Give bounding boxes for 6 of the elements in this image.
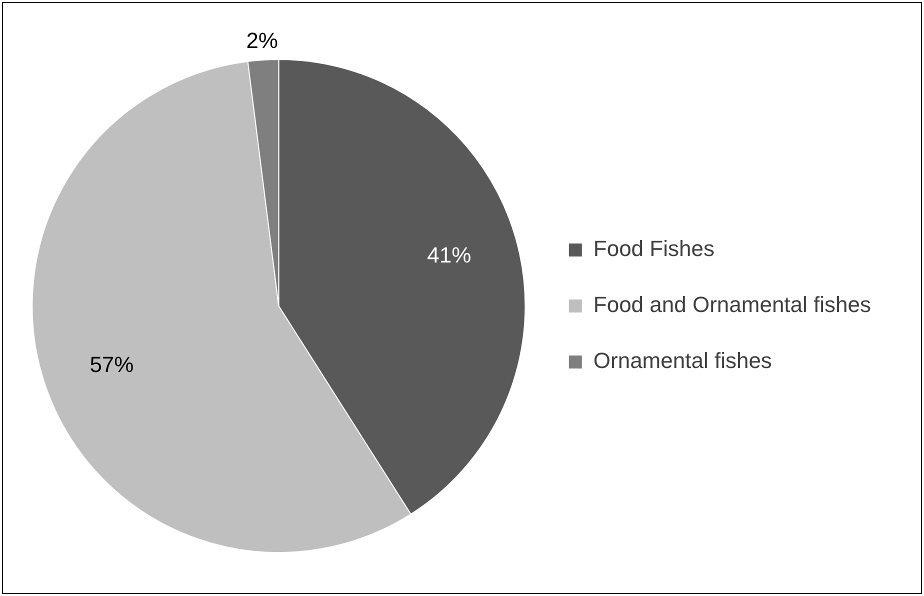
legend-label: Food Fishes bbox=[593, 236, 714, 262]
data-label: 41% bbox=[427, 242, 472, 268]
data-label: 57% bbox=[90, 352, 134, 378]
data-label: 2% bbox=[246, 28, 278, 54]
legend-label: Ornamental fishes bbox=[593, 348, 772, 374]
legend-label: Food and Ornamental fishes bbox=[593, 292, 872, 318]
